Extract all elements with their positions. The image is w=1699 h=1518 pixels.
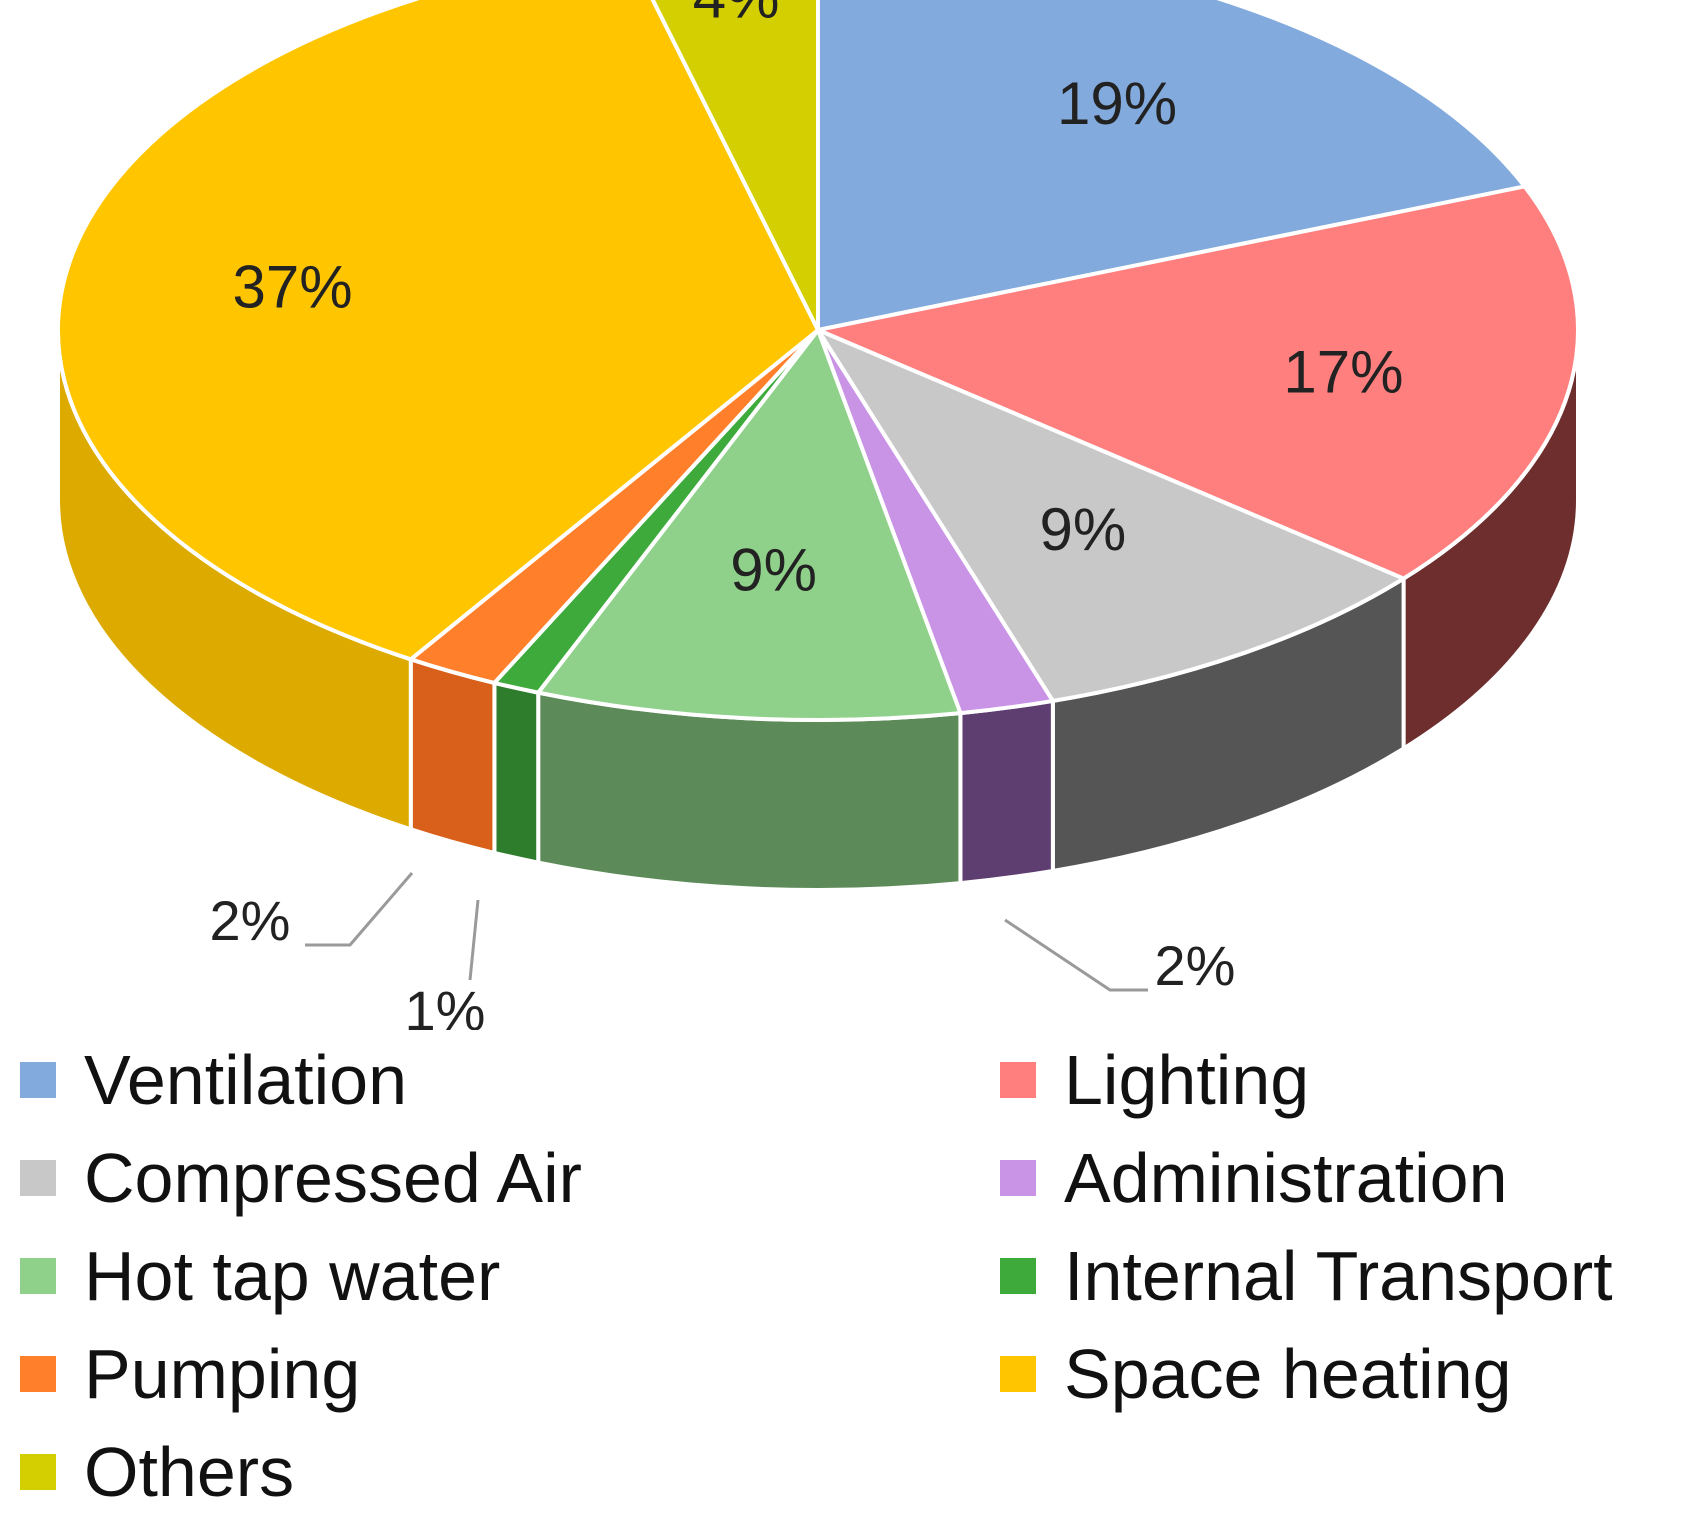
legend-item-hot-tap-water: Hot tap water <box>20 1231 500 1321</box>
slice-labels: 19% 17% 9% 2% 9% 1% 2% 37% 4% <box>210 0 1404 1030</box>
slice-label-compressed-air: 9% <box>1039 496 1126 563</box>
pie-slice-space-heating <box>56 0 821 662</box>
legend-item-internal-transport: Internal Transport <box>1000 1231 1613 1321</box>
legend-swatch <box>20 1356 56 1392</box>
slice-label-internal-transport: 1% <box>405 979 486 1030</box>
legend-label: Lighting <box>1064 1041 1310 1119</box>
legend-label: Pumping <box>84 1335 361 1413</box>
legend-swatch <box>1000 1258 1036 1294</box>
legend-label: Hot tap water <box>84 1237 501 1315</box>
pie-side-internal-transport <box>492 680 541 866</box>
legend-swatch <box>20 1258 56 1294</box>
legend-item-ventilation: Ventilation <box>20 1035 407 1125</box>
slice-label-space-heating: 37% <box>233 253 353 320</box>
slice-label-administration: 2% <box>1155 934 1236 997</box>
legend-label: Space heating <box>1064 1335 1512 1413</box>
legend-swatch <box>1000 1160 1036 1196</box>
legend-swatch <box>20 1454 56 1490</box>
slice-label-ventilation: 19% <box>1057 70 1177 137</box>
pie-tops <box>56 0 1580 722</box>
pie-slice-lighting <box>811 184 1580 581</box>
legend-label: Compressed Air <box>84 1139 582 1217</box>
legend-label: Administration <box>1064 1139 1508 1217</box>
pie-side-administration <box>958 698 1055 886</box>
legend-item-others: Others <box>20 1427 294 1517</box>
legend-swatch <box>1000 1062 1036 1098</box>
leader-lines <box>305 872 1148 992</box>
legend-item-pumping: Pumping <box>20 1329 360 1419</box>
slice-label-hot-tap-water: 9% <box>730 537 817 604</box>
leader-line-pumping <box>305 872 414 947</box>
pie-side-hot-tap-water <box>536 690 963 892</box>
legend-label: Others <box>84 1433 295 1511</box>
legend-item-lighting: Lighting <box>1000 1035 1309 1125</box>
leader-line-administration <box>1004 918 1148 992</box>
slice-label-others: 4% <box>693 0 780 30</box>
pie-chart: 19% 17% 9% 2% 9% 1% 2% 37% 4% <box>56 0 1580 1030</box>
legend-label: Internal Transport <box>1064 1237 1613 1315</box>
legend-item-space-heating: Space heating <box>1000 1329 1512 1419</box>
legend-swatch <box>20 1160 56 1196</box>
legend-swatch <box>1000 1356 1036 1392</box>
pie-slice-hot-tap-water <box>534 325 964 722</box>
slice-label-lighting: 17% <box>1283 339 1403 406</box>
legend: Ventilation Lighting Compressed Air Adminis… <box>20 1035 1690 1515</box>
legend-label: Ventilation <box>84 1041 408 1119</box>
pie-slice-compressed-air <box>812 325 1408 704</box>
legend-swatch <box>20 1062 56 1098</box>
pie-sides <box>56 329 1580 892</box>
pie-side-pumping <box>408 656 497 856</box>
legend-item-administration: Administration <box>1000 1133 1508 1223</box>
pie-slice-ventilation <box>816 0 1529 333</box>
leader-line-internal-transport <box>468 899 480 981</box>
legend-item-compressed-air: Compressed Air <box>20 1133 582 1223</box>
pie-slice-others <box>650 0 820 331</box>
slice-label-pumping: 2% <box>210 889 291 952</box>
